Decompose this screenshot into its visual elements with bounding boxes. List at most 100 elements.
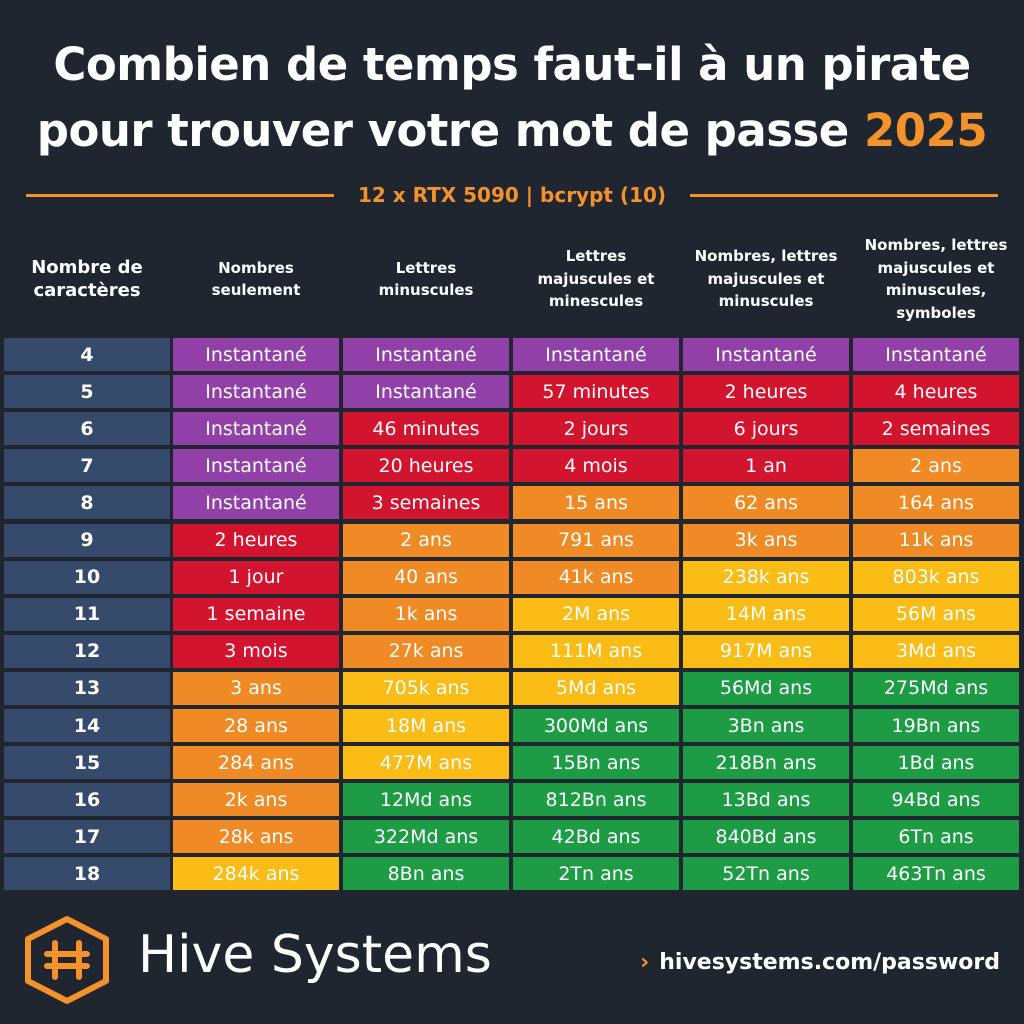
title-line: Combien de temps faut-il à un pirate <box>53 38 971 91</box>
time-cell: 2Tn ans <box>513 857 679 891</box>
row-label: 17 <box>4 820 170 854</box>
time-cell: 56Md ans <box>683 671 849 705</box>
header-line: Lettres <box>395 258 457 277</box>
time-cell: 2 heures <box>173 523 339 557</box>
divider <box>26 194 334 197</box>
time-cell: 5Md ans <box>513 671 679 705</box>
column-header: Nombres seulement <box>173 228 339 330</box>
header-line: minuscules, <box>885 281 987 299</box>
time-cell: 8Bn ans <box>343 857 509 891</box>
column-header: Nombres, lettres majuscules et minuscules <box>683 228 849 330</box>
time-cell: 4 heures <box>853 375 1019 409</box>
column-header: Lettres minuscules <box>343 228 509 330</box>
divider <box>690 194 998 197</box>
time-cell: 2 semaines <box>853 412 1019 446</box>
time-cell: 2 ans <box>343 523 509 557</box>
row-label: 14 <box>4 709 170 742</box>
time-cell: 62 ans <box>683 486 849 520</box>
header-line: symboles <box>896 303 976 322</box>
subtitle: 12 x RTX 5090 | bcrypt (10) <box>357 183 667 207</box>
header-line: Nombres, lettres <box>864 236 1008 254</box>
time-cell: 1 an <box>683 449 849 483</box>
time-cell: 4 mois <box>513 449 679 483</box>
url: hivesystems.com/password <box>640 950 1000 975</box>
header-line: majuscules et <box>707 269 825 288</box>
header-line: majuscules et <box>537 269 655 288</box>
time-cell: 2k ans <box>173 783 339 817</box>
time-cell: Instantané <box>173 486 339 520</box>
time-cell: 3 mois <box>173 634 339 668</box>
time-cell: 111M ans <box>513 634 679 668</box>
time-cell: 275Md ans <box>853 671 1019 705</box>
time-cell: 1k ans <box>343 597 509 631</box>
time-cell: 477M ans <box>343 746 509 780</box>
row-label: 10 <box>4 560 170 594</box>
time-cell: 463Tn ans <box>853 857 1019 891</box>
header-line: Nombre de <box>31 256 143 278</box>
time-cell: 803k ans <box>853 560 1019 594</box>
column-header: Lettres majuscules et minescules <box>513 228 679 330</box>
row-label: 9 <box>4 523 170 557</box>
time-cell: 164 ans <box>853 486 1019 520</box>
row-label: 18 <box>4 857 170 891</box>
time-cell: 15 ans <box>513 486 679 520</box>
title-year: 2025 <box>864 104 988 157</box>
time-cell: 1 jour <box>173 560 339 594</box>
time-cell: 13Bd ans <box>683 783 849 817</box>
time-cell: 27k ans <box>343 634 509 668</box>
row-label: 4 <box>4 338 170 371</box>
time-cell: 41k ans <box>513 560 679 594</box>
time-cell: 284 ans <box>173 746 339 780</box>
column-header: Nombre de caractères <box>4 228 170 330</box>
time-cell: 6 jours <box>683 412 849 446</box>
row-label: 6 <box>4 412 170 446</box>
time-cell: 300Md ans <box>513 709 679 742</box>
time-cell: 28 ans <box>173 709 339 742</box>
time-cell: 14M ans <box>683 597 849 631</box>
time-cell: 11k ans <box>853 523 1019 557</box>
time-cell: 18M ans <box>343 709 509 742</box>
time-cell: 57 minutes <box>513 375 679 409</box>
time-cell: 218Bn ans <box>683 746 849 780</box>
time-cell: 6Tn ans <box>853 820 1019 854</box>
time-cell: Instantané <box>683 338 849 371</box>
time-cell: 284k ans <box>173 857 339 891</box>
time-cell: 238k ans <box>683 560 849 594</box>
time-cell: 1 semaine <box>173 597 339 631</box>
time-cell: Instantané <box>343 338 509 371</box>
title-line: pour trouver votre mot de passe 2025 <box>0 108 1024 153</box>
time-cell: 2M ans <box>513 597 679 631</box>
time-cell: 3 ans <box>173 671 339 705</box>
header-line: Lettres <box>565 247 627 266</box>
time-cell: 46 minutes <box>343 412 509 446</box>
row-label: 11 <box>4 597 170 631</box>
title-text: pour trouver votre mot de passe <box>36 104 850 157</box>
row-label: 16 <box>4 783 170 817</box>
time-cell: 52Tn ans <box>683 857 849 891</box>
time-cell: Instantané <box>173 412 339 446</box>
time-cell: Instantané <box>173 375 339 409</box>
time-cell: Instantané <box>853 338 1019 371</box>
header-line: caractères <box>33 280 141 301</box>
time-cell: 812Bn ans <box>513 783 679 817</box>
time-cell: 3k ans <box>683 523 849 557</box>
time-cell: 15Bn ans <box>513 746 679 780</box>
time-cell: 2 ans <box>853 449 1019 483</box>
header-line: minuscules <box>378 281 474 299</box>
logo <box>25 916 109 1004</box>
row-label: 8 <box>4 486 170 520</box>
time-cell: 3Md ans <box>853 634 1019 668</box>
time-cell: 28k ans <box>173 820 339 854</box>
time-cell: 840Bd ans <box>683 820 849 854</box>
time-cell: 917M ans <box>683 634 849 668</box>
column-header: Nombres, lettres majuscules et minuscules,… <box>853 228 1019 330</box>
time-cell: Instantané <box>343 375 509 409</box>
time-cell: 42Bd ans <box>513 820 679 854</box>
time-cell: 56M ans <box>853 597 1019 631</box>
time-cell: 791 ans <box>513 523 679 557</box>
time-cell: 19Bn ans <box>853 709 1019 742</box>
time-cell: Instantané <box>173 338 339 371</box>
row-label: 12 <box>4 634 170 668</box>
time-cell: 3Bn ans <box>683 709 849 742</box>
